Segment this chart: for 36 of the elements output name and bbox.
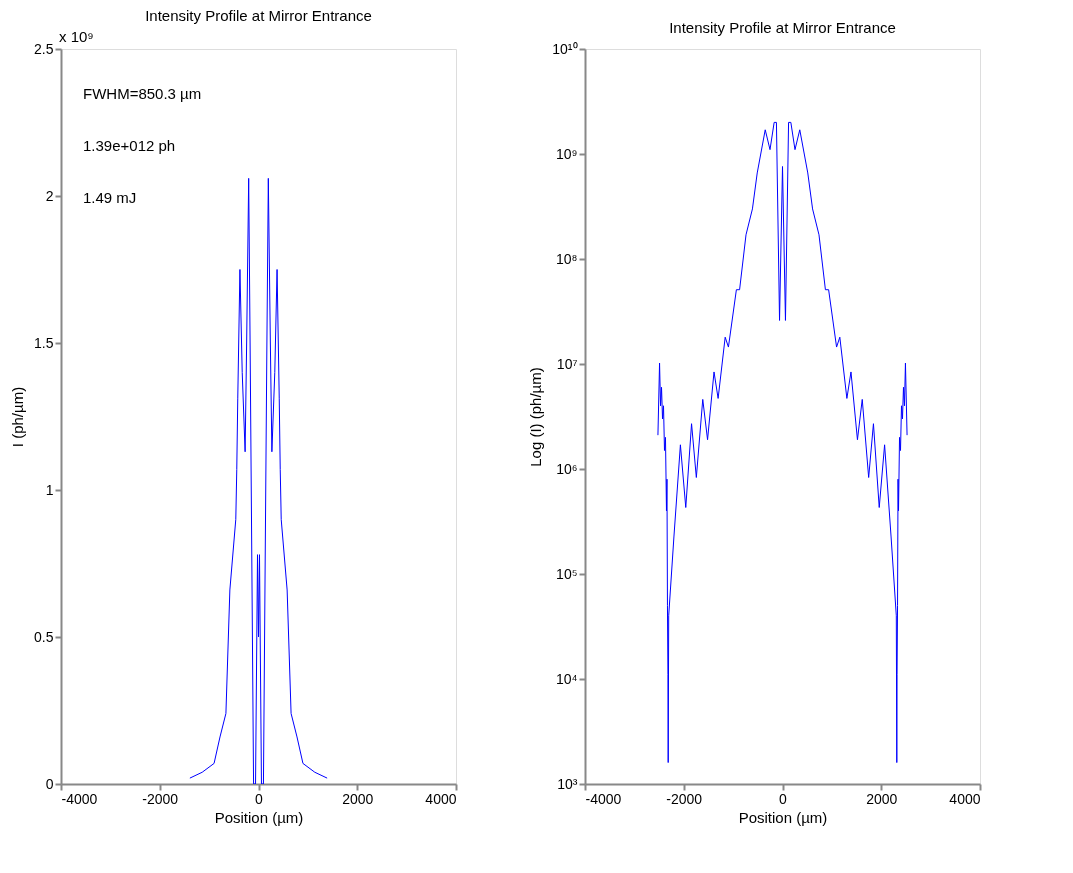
y-tick-label: 10⁴ [555,670,578,687]
line-series [189,177,328,784]
chart-title: Intensity Profile at Mirror Entrance [145,7,372,24]
y-axis-title: I (ph/µm) [9,386,27,448]
y-tick-label: 10⁹ [555,145,578,162]
text: x 10⁹ [59,28,94,45]
y-tick-label: 1.5 [34,334,54,351]
y-tick-label: 0 [45,775,54,792]
annotation: 1.39e+012 ph [83,137,176,154]
x-tick-label: 4000 [425,790,457,807]
x-tick-label: 0 [255,790,264,807]
y-tick-label: 2.5 [34,40,54,57]
y-tick-label: 0.5 [34,628,54,645]
y-tick-label: 10⁶ [556,460,578,477]
x-tick-label: 2000 [866,790,898,807]
x-tick-label: 4000 [949,790,981,807]
x-tick-label: -4000 [61,790,98,807]
x-axis-title: Position (µm) [738,808,828,826]
x-tick-label: 2000 [342,790,374,807]
line-series [657,121,908,764]
chart-title: Intensity Profile at Mirror Entrance [669,19,896,36]
x-tick-label: -2000 [142,790,179,807]
y-tick-label: 10⁷ [556,355,578,372]
y-tick-label: 1 [45,481,54,498]
y-tick-label: 2 [45,187,54,204]
y-tick-label: 10⁵ [556,565,578,582]
annotation: 1.49 mJ [83,189,137,206]
y-axis-title: Log (I) (ph/µm) [527,367,545,467]
x-tick-label: -2000 [666,790,703,807]
x-axis-title: Position (µm) [214,808,304,826]
y-tick-label: 10³ [557,775,578,792]
y-tick-label: 10⁸ [556,250,578,267]
y-tick-label: 10¹⁰ [552,40,578,57]
x-tick-label: 0 [779,790,788,807]
x-tick-label: -4000 [585,790,622,807]
annotation: FWHM=850.3 µm [83,85,202,102]
